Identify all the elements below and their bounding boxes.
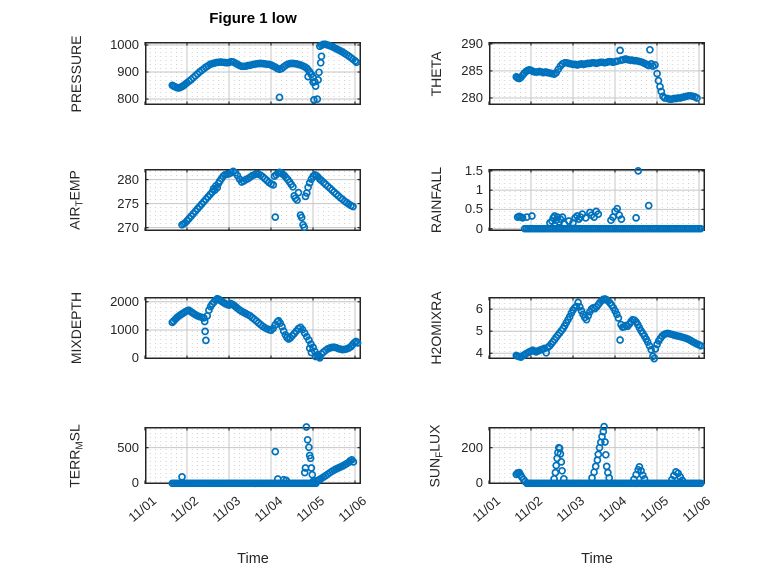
y-tick-label: 4 [475, 345, 483, 361]
plot-area-terrmsl [144, 423, 361, 488]
y-tick-label: 285 [461, 62, 483, 78]
y-tick-label: 280 [117, 171, 139, 187]
y-tick-label: 500 [117, 439, 139, 455]
x-tick-label: 11/06 [335, 493, 370, 525]
y-axis-label-h2omixra: H2OMIXRA [428, 291, 444, 365]
x-tick-label: 11/05 [637, 493, 672, 525]
subplot-sun-flux: 0 200 SUNFLUX 11/01 11/02 11/03 11/04 11/05 11/0… [427, 422, 714, 525]
y-tick-label: 280 [461, 89, 483, 105]
x-tick-label: 11/02 [167, 493, 202, 525]
x-tick-label: 11/01 [125, 493, 160, 525]
scatter-series-pressure [168, 40, 361, 104]
y-tick-label: 0 [475, 220, 483, 236]
plot-area-h2omixra [488, 295, 705, 363]
scatter-series-rainfall [513, 167, 705, 233]
plot-area-rainfall [488, 167, 705, 233]
x-tick-label: 11/02 [511, 493, 546, 525]
y-axis-label-terrmsl: TERRMSL [66, 423, 86, 488]
y-tick-label: 6 [475, 301, 483, 317]
y-tick-label: 1000 [110, 36, 139, 52]
scatter-series-airtemp [178, 167, 357, 232]
y-tick-label: 800 [117, 91, 139, 107]
subplot-air-temp: 270 275 280 AIRTEMP [67, 167, 361, 234]
subplot-theta: 280 285 290 THETA [428, 36, 705, 105]
y-axis-label-pressure: PRESSURE [68, 34, 84, 113]
y-tick-label: 200 [461, 439, 483, 455]
scatter-series-mixdepth [168, 294, 362, 362]
y-tick-label: 270 [117, 219, 139, 235]
y-axis-label-rainfall: RAINFALL [428, 166, 444, 234]
y-tick-label: 2000 [110, 293, 139, 309]
y-tick-label: 1.5 [464, 162, 483, 178]
plot-area-pressure [144, 40, 361, 105]
y-tick-label: 1 [475, 182, 483, 198]
y-tick-label: 0 [131, 475, 139, 491]
y-axis-label-mixdepth: MIXDEPTH [68, 291, 84, 365]
y-tick-label: 0 [475, 475, 483, 491]
subplot-terr-msl: 0 500 TERRMSL 11/01 11/02 11/03 11/04 11/05 11/0… [67, 423, 370, 525]
x-tick-label: 11/06 [679, 493, 714, 525]
y-tick-label: 0.5 [464, 201, 483, 217]
y-tick-label: 5 [475, 323, 483, 339]
plot-area-airtemp [144, 167, 361, 232]
subplot-pressure: 800 900 1000 PRESSURE [68, 35, 361, 112]
scatter-series-h2omixra [512, 295, 705, 363]
x-tick-label: 11/04 [595, 493, 630, 525]
subplot-h2omixra: 4 5 6 H2OMIXRA [428, 291, 705, 365]
x-tick-label: 11/01 [469, 493, 504, 525]
plot-area-mixdepth [144, 294, 362, 362]
y-tick-label: 0 [131, 350, 139, 366]
x-axis-label-right: Time [581, 551, 613, 567]
y-tick-label: 290 [461, 35, 483, 51]
y-tick-label: 900 [117, 64, 139, 79]
x-tick-label: 11/04 [251, 493, 286, 525]
scatter-series-terrmsl [168, 423, 358, 488]
scatter-series-sunflux [512, 422, 705, 488]
plot-area-sunflux [488, 422, 705, 488]
y-axis-label-sunflux: SUNFLUX [426, 424, 446, 487]
subplot-mixdepth: 0 1000 2000 MIXDEPTH [68, 292, 362, 365]
figure-title: Figure 1 low [209, 10, 297, 27]
x-tick-label: 11/03 [553, 493, 588, 525]
subplot-rainfall: 0 0.5 1 1.5 RAINFALL [428, 163, 705, 235]
scatter-series-theta [512, 45, 701, 103]
x-tick-label: 11/05 [293, 493, 328, 525]
y-axis-label-airtemp: AIRTEMP [66, 170, 86, 230]
y-axis-label-theta: THETA [428, 51, 444, 96]
y-tick-label: 275 [117, 195, 139, 211]
y-tick-label: 1000 [110, 321, 139, 337]
plot-area-theta [488, 42, 705, 105]
x-axis-label-left: Time [237, 551, 269, 567]
x-tick-label: 11/03 [209, 493, 244, 525]
